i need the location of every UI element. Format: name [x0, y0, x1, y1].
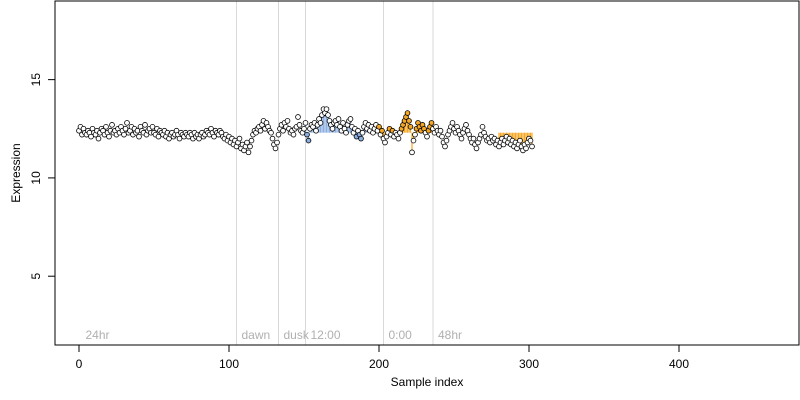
- data-point: [124, 120, 130, 126]
- data-point: [343, 129, 349, 136]
- data-point: [296, 122, 303, 128]
- data-point: [244, 139, 250, 146]
- annotation-label: dawn: [242, 328, 271, 342]
- data-point: [211, 133, 217, 140]
- x-tick-label: 100: [219, 357, 239, 371]
- data-point: [95, 135, 102, 142]
- data-point: [404, 110, 411, 116]
- data-point: [269, 135, 276, 142]
- data-point: [272, 145, 279, 152]
- data-point: [176, 135, 183, 142]
- data-point: [340, 120, 346, 126]
- data-point: [358, 135, 364, 142]
- data-point: [136, 133, 142, 140]
- data-point: [424, 133, 430, 140]
- annotations: 24hr dawn dusk 12:00 0:00 48hr: [86, 328, 463, 342]
- data-point: [284, 118, 291, 124]
- x-tick-label: 0: [76, 357, 83, 371]
- data-point: [290, 131, 297, 138]
- data-point: [275, 131, 282, 138]
- data-point: [449, 120, 456, 126]
- data-point: [329, 125, 336, 132]
- data-point: [428, 120, 435, 126]
- x-axis-title: Sample index: [391, 375, 464, 389]
- data-point: [325, 112, 331, 118]
- data-point: [529, 143, 535, 150]
- data-point: [463, 122, 469, 128]
- data-point: [122, 125, 129, 132]
- data-point: [149, 124, 156, 130]
- x-tick-label: 300: [519, 357, 539, 371]
- data-point: [409, 149, 415, 156]
- data-point: [155, 133, 162, 140]
- data-points: [76, 106, 535, 156]
- data-point: [304, 131, 310, 138]
- data-point: [379, 127, 385, 134]
- data-point: [313, 127, 319, 134]
- data-point: [517, 137, 523, 144]
- data-point: [442, 143, 448, 150]
- y-tick-label: 5: [29, 273, 43, 280]
- data-point: [317, 120, 324, 126]
- annotation-label: 12:00: [311, 328, 341, 342]
- data-point: [473, 145, 480, 152]
- data-point: [248, 137, 255, 144]
- annotation-label: 24hr: [86, 328, 110, 342]
- data-point: [88, 133, 94, 140]
- data-point: [257, 127, 264, 134]
- data-point: [268, 129, 274, 136]
- data-point: [470, 135, 477, 142]
- data-point: [302, 120, 309, 126]
- data-point: [410, 137, 417, 144]
- data-point: [247, 143, 253, 150]
- plot-box: [54, 0, 800, 346]
- data-point: [347, 116, 354, 122]
- y-tick-label: 15: [29, 73, 43, 87]
- dividers: [236, 1, 434, 345]
- data-point: [305, 137, 312, 144]
- data-point: [407, 124, 414, 130]
- data-point: [121, 131, 127, 138]
- data-point: [359, 129, 366, 136]
- data-point: [323, 106, 330, 112]
- data-point: [443, 137, 450, 144]
- y-tick-label: 10: [29, 171, 43, 185]
- data-point: [335, 116, 342, 122]
- data-point: [245, 149, 252, 156]
- data-point: [458, 135, 465, 142]
- x-tick-label: 200: [369, 357, 389, 371]
- data-point: [479, 124, 486, 130]
- data-point: [439, 133, 445, 140]
- data-point: [437, 127, 444, 134]
- data-point: [280, 127, 286, 134]
- x-tick-label: 400: [669, 357, 689, 371]
- data-point: [382, 139, 388, 146]
- annotation-label: 0:00: [389, 328, 413, 342]
- data-point: [301, 125, 307, 132]
- data-point: [395, 135, 402, 142]
- annotation-label: 48hr: [438, 328, 462, 342]
- annotation-label: dusk: [284, 328, 310, 342]
- data-point: [412, 131, 418, 138]
- data-point: [109, 122, 115, 128]
- y-axis: 5 10 15: [29, 73, 56, 280]
- data-point: [376, 124, 382, 130]
- data-point: [523, 145, 529, 152]
- data-point: [106, 133, 112, 140]
- data-point: [142, 122, 148, 128]
- data-point: [274, 139, 280, 146]
- data-point: [406, 118, 412, 124]
- data-point: [295, 114, 301, 120]
- data-point: [236, 135, 243, 142]
- y-axis-title: Expression: [9, 143, 23, 202]
- data-point: [527, 137, 534, 144]
- x-axis: 0 100 200 300 400: [76, 344, 689, 371]
- data-point: [103, 124, 109, 130]
